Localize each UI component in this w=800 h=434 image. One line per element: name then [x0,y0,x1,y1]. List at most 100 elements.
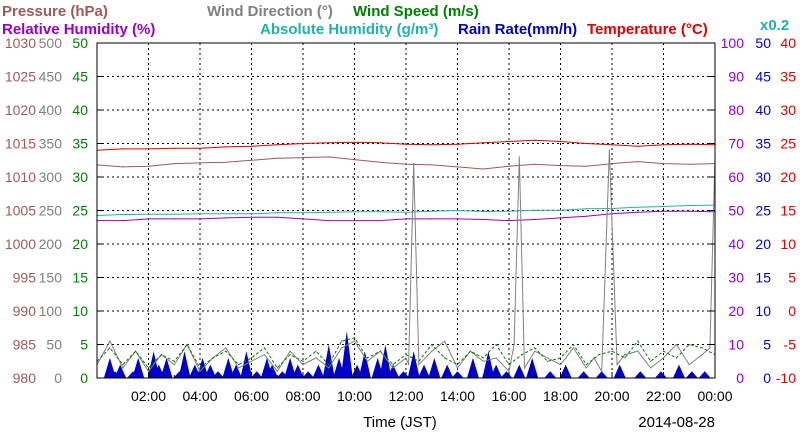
rain-peak [103,357,116,378]
wind_speed-point [173,360,175,362]
rain-peak [490,364,503,378]
rain-tick-label: 10 [755,303,771,319]
wind_direction-tick-label: 200 [39,236,63,252]
wind_speed-point [328,364,330,366]
wind_speed-point [534,347,536,349]
rain-tick-label: 15 [755,270,771,286]
pressure-tick-label: 985 [13,337,37,353]
wind_speed-point [109,347,111,349]
humidity-point [637,211,639,213]
rain-peak [291,364,304,378]
abs_humidity-point [379,211,381,213]
wind_direction-point [444,340,446,342]
wind_speed-point [366,357,368,359]
temperature-tick-label: 5 [788,270,796,286]
wind_direction-point [523,367,526,369]
wind_speed-point [147,367,150,369]
wind_direction-tick-label: 0 [54,370,62,386]
wind_direction-tick-label: 450 [39,69,63,85]
date-label: 2014-08-28 [638,414,715,431]
series-rain [103,331,711,378]
grid [97,43,715,378]
pressure-point [662,163,665,165]
humidity-tick-label: 30 [728,270,744,286]
abs_humidity-point [302,212,304,214]
rain-peak [397,371,410,378]
wind_direction-point [601,370,603,372]
rain-peak [466,357,479,378]
pressure-point [147,165,150,167]
abs_humidity-point [662,205,665,208]
pressure-point [122,166,124,168]
pressure-tick-label: 1020 [5,102,36,118]
rain-peak [418,364,431,378]
series-wind_direction [96,150,716,374]
wind_direction-point [225,347,227,349]
wind_speed-point [160,354,162,356]
plot-area [96,139,716,378]
x-tick-label: 20:00 [594,388,629,404]
humidity-point [482,218,484,221]
rain-peak [559,364,572,378]
pressure-point [456,166,459,168]
temperature-point [302,142,304,145]
wind_speed-point [469,350,471,352]
wind_direction-tick-label: 250 [39,203,63,219]
wind_direction-point [534,350,536,352]
wind_speed-tick-label: 45 [72,69,88,85]
rain-peak [407,351,420,378]
pressure-point [302,157,304,159]
rain-peak [302,371,315,378]
pressure-point [328,156,330,158]
wind_direction-point [495,357,497,359]
abs_humidity-point [508,210,510,212]
wind_speed-point [122,364,124,366]
pressure-point [250,159,253,161]
rain-peak [358,351,371,378]
wind_direction-point [147,370,150,372]
wind_speed-point [341,340,343,342]
legend-wind_direction: Wind Direction (°) [207,3,333,20]
wind_direction-point [122,367,124,369]
pressure-point [559,165,562,167]
wind_speed-point [405,354,407,356]
wind_speed-point [559,357,562,359]
wind_speed-point [379,350,381,352]
legend-rain: Rain Rate(mm/h) [458,21,577,38]
pressure-point [482,168,484,170]
humidity-tick-label: 90 [728,69,744,85]
rain-peak [698,371,711,378]
abs_humidity-point [250,213,253,215]
humidity-point [405,218,407,220]
pressure-tick-label: 1000 [5,236,36,252]
rain-peak [428,357,441,378]
wind_direction-point [341,347,343,349]
humidity-tick-label: 40 [728,236,744,252]
temperature-point [688,143,690,145]
temperature-tick-label: 30 [780,102,796,118]
wind_direction-tick-label: 400 [39,102,63,118]
rain-peak [544,371,557,378]
pressure-point [534,163,536,165]
rain-peak [230,364,243,378]
wind_direction-point [353,340,356,342]
wind_direction-point [315,357,317,359]
abs_humidity-point [456,209,459,212]
x-tick-label: 12:00 [388,388,423,404]
rain-peak [577,371,590,378]
wind_speed-point [508,364,510,366]
humidity-tick-label: 70 [728,136,744,152]
abs_humidity-point [534,209,536,211]
wind_speed-point [289,354,291,356]
temperature-tick-label: 0 [788,303,796,319]
wind_direction-point [675,343,678,346]
temperature-point [559,140,562,143]
legend-pressure: Pressure (hPa) [2,3,108,20]
wind_speed-point [135,350,137,352]
wind_direction-point [392,367,394,369]
pressure-point [637,161,639,163]
wind_speed-point [662,350,665,352]
rain-tick-label: 40 [755,102,771,118]
